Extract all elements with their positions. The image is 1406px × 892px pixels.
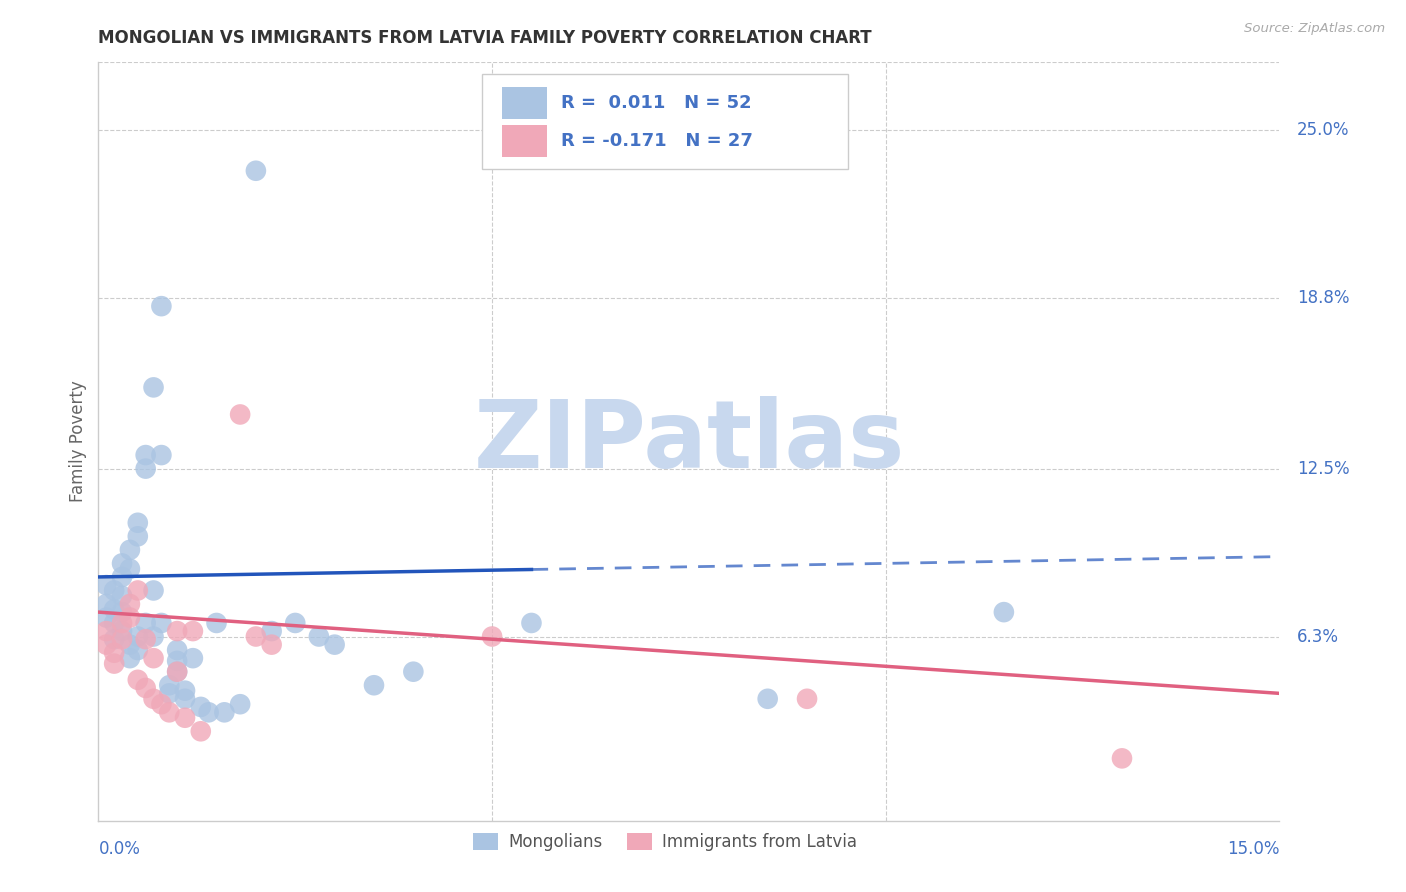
Point xyxy=(111,557,134,571)
Point xyxy=(103,632,125,647)
Point xyxy=(135,461,157,475)
Point xyxy=(229,697,252,711)
Point xyxy=(103,602,125,616)
Point xyxy=(142,583,165,598)
Point xyxy=(127,630,149,644)
Point xyxy=(157,686,180,700)
Point xyxy=(181,624,204,639)
Point xyxy=(127,516,149,530)
Point xyxy=(150,448,173,462)
Text: R = -0.171   N = 27: R = -0.171 N = 27 xyxy=(561,131,754,150)
Point xyxy=(135,615,157,630)
Point xyxy=(1111,751,1133,765)
Point xyxy=(157,706,180,720)
Point xyxy=(166,654,188,668)
Point xyxy=(111,589,134,603)
Point xyxy=(103,615,125,630)
Point xyxy=(284,615,307,630)
Point xyxy=(323,638,346,652)
Point xyxy=(103,583,125,598)
Point xyxy=(214,706,236,720)
Point xyxy=(260,638,283,652)
Text: R =  0.011   N = 52: R = 0.011 N = 52 xyxy=(561,94,752,112)
Point xyxy=(174,691,197,706)
Point xyxy=(481,630,503,644)
Point xyxy=(111,605,134,619)
Point xyxy=(308,630,330,644)
Point xyxy=(103,657,125,671)
Point xyxy=(166,665,188,679)
Point xyxy=(111,615,134,630)
Point xyxy=(190,724,212,739)
Point xyxy=(166,665,188,679)
Text: MONGOLIAN VS IMMIGRANTS FROM LATVIA FAMILY POVERTY CORRELATION CHART: MONGOLIAN VS IMMIGRANTS FROM LATVIA FAMI… xyxy=(98,29,872,47)
Point xyxy=(142,630,165,644)
Text: 15.0%: 15.0% xyxy=(1227,839,1279,857)
Point xyxy=(127,673,149,687)
Point xyxy=(111,632,134,647)
Point xyxy=(150,299,173,313)
Point xyxy=(150,697,173,711)
Text: 25.0%: 25.0% xyxy=(1298,121,1350,139)
Point xyxy=(157,678,180,692)
Point xyxy=(96,578,118,592)
Point xyxy=(118,651,141,665)
Point xyxy=(520,615,543,630)
FancyBboxPatch shape xyxy=(502,87,547,120)
Point xyxy=(993,605,1015,619)
Point xyxy=(150,615,173,630)
Text: 6.3%: 6.3% xyxy=(1298,627,1339,646)
Point xyxy=(796,691,818,706)
Y-axis label: Family Poverty: Family Poverty xyxy=(69,381,87,502)
Point xyxy=(142,380,165,394)
Point xyxy=(142,691,165,706)
Text: 0.0%: 0.0% xyxy=(98,839,141,857)
Point xyxy=(96,624,118,639)
Point xyxy=(166,643,188,657)
Point xyxy=(229,408,252,422)
Point xyxy=(181,651,204,665)
Point xyxy=(245,630,267,644)
Point xyxy=(190,699,212,714)
Legend: Mongolians, Immigrants from Latvia: Mongolians, Immigrants from Latvia xyxy=(467,826,865,858)
Point xyxy=(756,691,779,706)
Point xyxy=(363,678,385,692)
Point xyxy=(96,610,118,624)
Point xyxy=(127,529,149,543)
Point xyxy=(111,570,134,584)
Text: 18.8%: 18.8% xyxy=(1298,289,1350,307)
Text: ZIPatlas: ZIPatlas xyxy=(474,395,904,488)
Point xyxy=(118,638,141,652)
Point xyxy=(260,624,283,639)
Point xyxy=(245,163,267,178)
Point xyxy=(205,615,228,630)
Point xyxy=(118,542,141,557)
FancyBboxPatch shape xyxy=(482,74,848,169)
Point xyxy=(118,562,141,576)
Point xyxy=(103,646,125,660)
Point xyxy=(142,651,165,665)
FancyBboxPatch shape xyxy=(502,125,547,157)
Point xyxy=(135,448,157,462)
Point xyxy=(166,624,188,639)
Text: 12.5%: 12.5% xyxy=(1298,459,1350,477)
Point xyxy=(402,665,425,679)
Point xyxy=(174,683,197,698)
Point xyxy=(127,643,149,657)
Point xyxy=(174,711,197,725)
Text: Source: ZipAtlas.com: Source: ZipAtlas.com xyxy=(1244,22,1385,36)
Point xyxy=(135,681,157,695)
Point xyxy=(111,624,134,639)
Point xyxy=(135,632,157,647)
Point xyxy=(118,610,141,624)
Point xyxy=(127,583,149,598)
Point xyxy=(96,638,118,652)
Point xyxy=(197,706,219,720)
Point xyxy=(96,597,118,611)
Point xyxy=(118,597,141,611)
